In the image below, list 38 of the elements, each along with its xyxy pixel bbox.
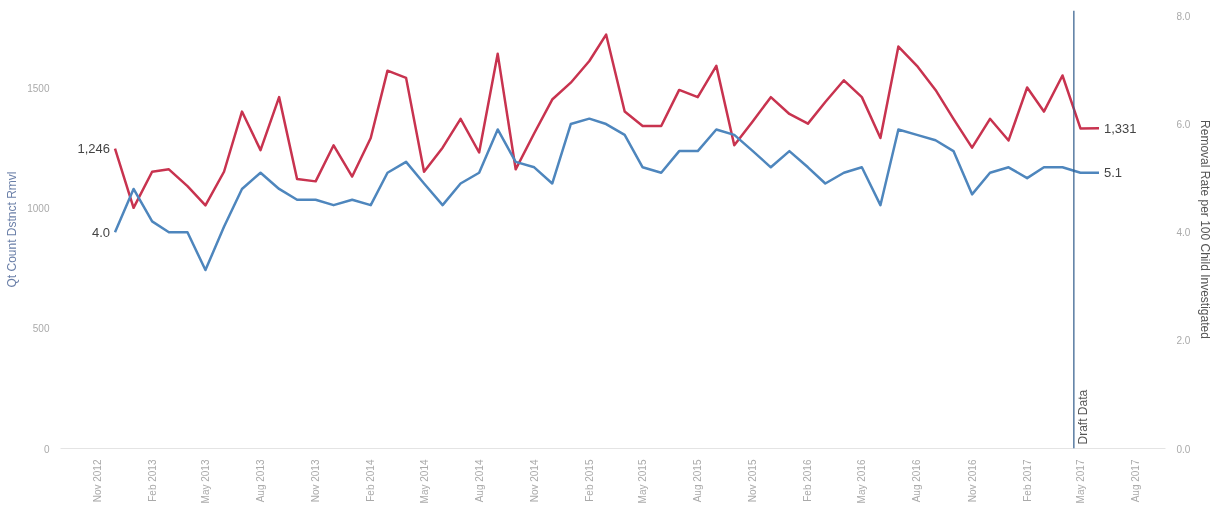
data-label: 1,331 [1104,120,1137,136]
x-tick-label: Aug 2016 [911,459,923,503]
x-tick-label: Aug 2013 [255,459,267,503]
x-tick-label: Aug 2017 [1130,459,1142,503]
x-tick-label: May 2016 [856,459,868,504]
x-tick-label: Feb 2016 [802,459,814,502]
y2-tick-label: 8.0 [1176,10,1191,22]
line-series [113,117,1101,272]
y2-tick-label: 2.0 [1176,335,1191,347]
x-tick-label: Feb 2017 [1021,459,1033,502]
x-tick-label: Nov 2016 [966,459,978,503]
x-tick-label: May 2017 [1074,459,1086,504]
y2-tick-label: 4.0 [1176,227,1191,239]
y-axis-title: Qt Count Dstnct Rmvl [5,171,20,288]
x-tick-label: Aug 2015 [692,459,704,503]
data-label: 1,246 [77,141,111,157]
x-tick-label: Feb 2013 [146,459,158,502]
x-tick-label: Nov 2013 [310,459,322,503]
data-label: 5.1 [1104,165,1123,181]
y-tick-label: 1000 [27,202,50,214]
y2-tick-label: 0.0 [1176,443,1191,455]
y-tick-label: 1500 [27,82,50,94]
x-tick-label: Feb 2015 [583,459,595,502]
y2-axis-title: Removal Rate per 100 Child Investigated [1198,120,1213,339]
y-tick-label: 500 [32,323,50,335]
y-tick-label: 0 [43,443,50,455]
x-tick-label: May 2013 [199,459,211,504]
x-tick-label: May 2014 [418,459,430,504]
x-tick-label: May 2015 [637,459,649,504]
data-label: 4.0 [91,224,111,240]
x-tick-label: Nov 2012 [91,459,103,503]
x-tick-label: Aug 2014 [473,459,485,503]
ref-line-label: Draft Data [1075,389,1090,445]
x-tick-label: Nov 2015 [747,459,759,503]
y2-tick-label: 6.0 [1176,119,1191,131]
x-tick-label: Feb 2014 [365,459,377,502]
x-tick-label: Nov 2014 [528,459,540,503]
line-series [113,33,1101,210]
